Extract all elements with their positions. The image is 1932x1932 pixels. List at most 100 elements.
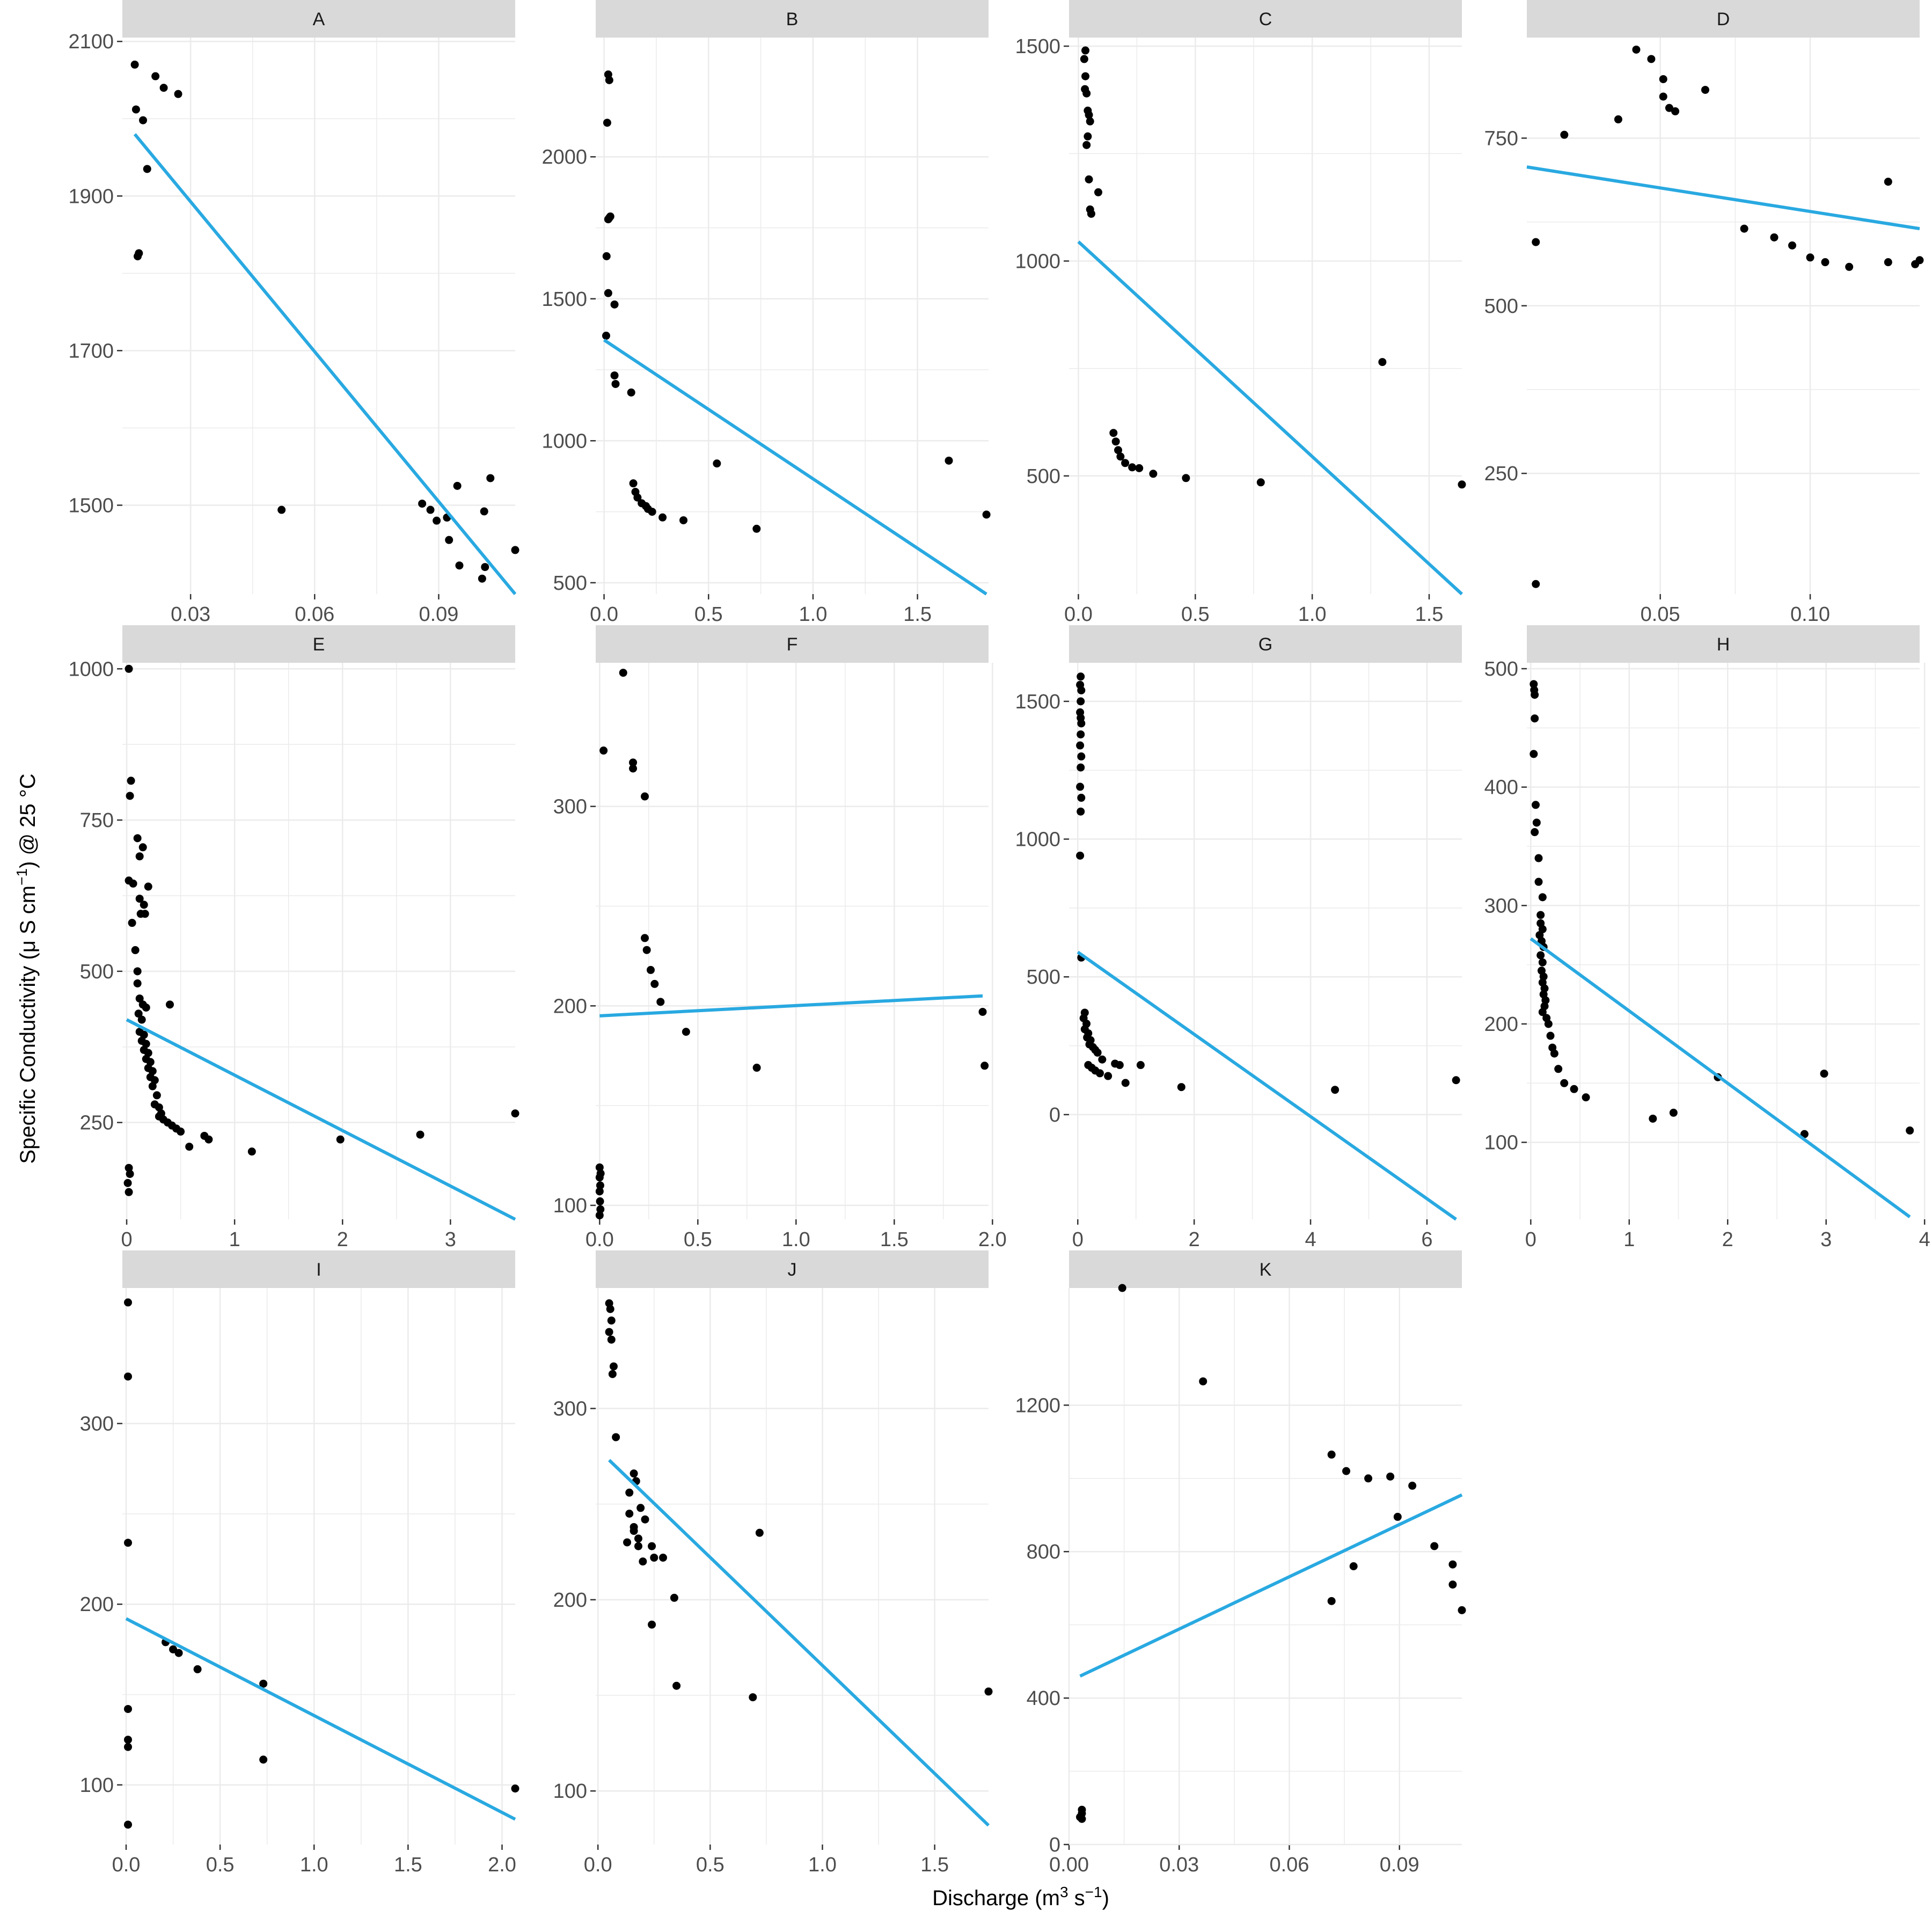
data-point [142,1003,150,1012]
y-tick-label: 1200 [1015,1394,1060,1417]
data-point [1534,854,1543,862]
x-axis-title-sup1: 3 [1060,1884,1069,1900]
fit-line [599,994,983,1018]
data-point [1534,877,1543,886]
data-point [142,1040,150,1048]
data-point [1116,452,1125,461]
data-point [1770,233,1779,241]
y-tick-label: 400 [1027,1687,1060,1710]
data-point [630,1527,638,1535]
data-point [1135,464,1144,472]
y-tick-label: 2100 [68,31,114,53]
data-point [612,1433,620,1441]
data-point [1128,463,1137,472]
data-point [596,1197,604,1206]
data-point [641,792,649,801]
data-point [143,165,151,173]
data-point [1701,85,1709,94]
data-point [1076,851,1085,860]
y-axis-title-end: ) @ 25 °C [16,773,40,868]
data-point [128,919,136,927]
x-tick-label: 6 [1421,1228,1432,1251]
data-point [1538,1008,1547,1016]
fit-line [125,1617,516,1821]
data-point [480,507,488,516]
data-point [749,1693,757,1702]
fit-line [1529,937,1911,1219]
data-point [1094,188,1102,196]
data-point [1078,1814,1086,1823]
x-tick-label: 0.06 [295,603,334,626]
x-tick-label: 0.05 [1641,603,1680,626]
y-tick-label: 1900 [68,185,114,208]
data-point [945,456,953,465]
x-tick-label: 3 [445,1228,456,1251]
data-point [1121,1079,1130,1087]
data-point [139,116,148,125]
data-point [511,1784,519,1793]
x-tick-label: 1.5 [903,603,932,626]
data-point [155,1103,163,1111]
data-point [752,524,761,533]
panel-c-strip-label: C [1259,9,1272,30]
data-point [141,910,149,918]
x-tick-label: 1 [1623,1228,1635,1251]
data-point [1458,480,1466,489]
panel-e: E 0 1 2 3 250 500 750 1000 [68,625,519,1251]
data-point [127,777,135,785]
x-tick-label: 0.0 [584,1854,612,1876]
x-tick-label: 0.03 [171,603,210,626]
data-point [1378,358,1387,367]
y-tick-label: 200 [553,1589,587,1612]
data-point [177,1128,185,1136]
panel-f-strip-label: F [787,634,798,655]
data-point [1082,89,1091,98]
y-tick-label: 100 [1484,1132,1518,1154]
panel-e-strip [122,625,515,663]
data-point [1671,107,1680,115]
panel-j: J 0.0 0.5 1.0 1.5 100 200 300 [553,1250,993,1876]
data-point [1080,55,1088,63]
data-point [1669,1108,1678,1117]
data-point [1093,1048,1102,1057]
panel-d-strip [1527,0,1920,38]
panel-f-strip [596,625,989,663]
data-point [1077,730,1085,738]
x-tick-label: 0.0 [590,603,618,626]
data-point [1349,1562,1358,1570]
x-tick-label: 1.5 [880,1228,909,1251]
x-axis-title: Discharge (m3 s−1) [932,1884,1109,1910]
data-point [595,1173,604,1182]
data-point [605,1328,613,1336]
data-point [125,1188,133,1196]
data-point [1570,1085,1578,1093]
x-tick-label: 1.5 [394,1854,422,1876]
y-tick-label: 500 [1027,465,1060,488]
y-tick-label: 1000 [68,658,114,680]
data-point [1182,474,1190,482]
data-point [1529,750,1538,758]
data-point [1393,1512,1402,1521]
data-point [609,1362,618,1371]
y-tick-label: 200 [1484,1013,1518,1036]
data-point [1560,1079,1569,1087]
y-tick-label: 100 [553,1780,587,1803]
y-tick-label: 250 [80,1112,114,1135]
data-point [980,1062,989,1070]
data-point [595,1211,604,1220]
panel-a-strip-label: A [313,9,325,30]
data-point [625,1488,634,1497]
data-point [1532,801,1540,809]
y-tick-label: 300 [553,1398,587,1421]
data-point [1085,175,1093,184]
data-point [650,1553,658,1562]
data-point [1327,1450,1336,1459]
x-tick-label: 4 [1305,1228,1316,1251]
data-point [511,1109,519,1118]
data-point [125,1163,133,1172]
x-tick-label: 1 [229,1228,240,1251]
data-point [634,1534,642,1543]
data-point [131,946,140,954]
data-point [478,574,486,583]
